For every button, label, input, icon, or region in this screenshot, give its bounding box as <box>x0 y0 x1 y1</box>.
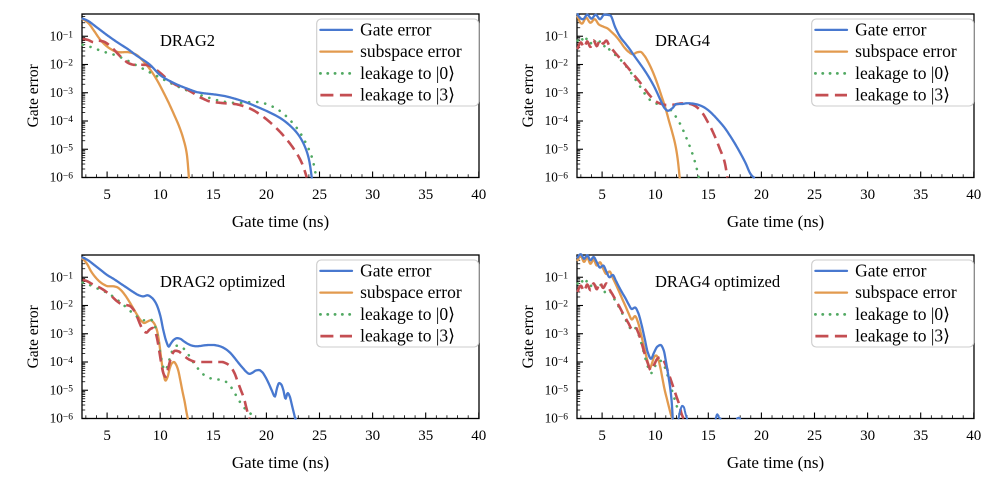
svg-text:10−1: 10−1 <box>545 28 569 43</box>
svg-text:DRAG4 optimized: DRAG4 optimized <box>655 272 781 291</box>
svg-text:DRAG4: DRAG4 <box>655 31 710 50</box>
svg-text:10−4: 10−4 <box>50 354 74 369</box>
svg-text:10−3: 10−3 <box>545 85 569 100</box>
svg-text:10−3: 10−3 <box>545 326 569 341</box>
svg-text:subspace error: subspace error <box>360 41 462 61</box>
svg-text:10−3: 10−3 <box>50 326 74 341</box>
svg-text:subspace error: subspace error <box>855 282 957 302</box>
svg-text:leakage to |0⟩: leakage to |0⟩ <box>360 304 455 324</box>
svg-text:10−4: 10−4 <box>545 354 569 369</box>
svg-text:25: 25 <box>807 428 822 444</box>
svg-text:25: 25 <box>312 187 327 203</box>
svg-text:Gate error: Gate error <box>855 19 927 39</box>
svg-text:Gate time (ns): Gate time (ns) <box>727 453 824 472</box>
svg-text:20: 20 <box>754 187 769 203</box>
svg-text:Gate time (ns): Gate time (ns) <box>232 212 329 231</box>
svg-text:Gate error: Gate error <box>25 63 42 127</box>
svg-text:30: 30 <box>860 428 875 444</box>
svg-text:35: 35 <box>418 187 433 203</box>
svg-text:10−1: 10−1 <box>50 28 74 43</box>
svg-text:10−6: 10−6 <box>50 411 74 426</box>
svg-text:40: 40 <box>472 187 487 203</box>
svg-text:5: 5 <box>104 187 112 203</box>
svg-text:leakage to |0⟩: leakage to |0⟩ <box>855 304 950 324</box>
svg-text:10: 10 <box>153 428 168 444</box>
svg-text:25: 25 <box>312 428 327 444</box>
svg-text:40: 40 <box>966 187 981 203</box>
svg-text:30: 30 <box>365 428 380 444</box>
svg-text:15: 15 <box>206 187 221 203</box>
svg-text:10−5: 10−5 <box>50 382 74 397</box>
svg-text:5: 5 <box>598 428 606 444</box>
svg-text:10−2: 10−2 <box>50 298 74 313</box>
svg-text:35: 35 <box>418 428 433 444</box>
svg-text:DRAG2 optimized: DRAG2 optimized <box>160 272 286 291</box>
svg-text:35: 35 <box>913 187 928 203</box>
svg-text:leakage to |3⟩: leakage to |3⟩ <box>360 326 455 346</box>
svg-text:10: 10 <box>153 187 168 203</box>
svg-text:15: 15 <box>206 428 221 444</box>
svg-text:10−6: 10−6 <box>545 411 569 426</box>
svg-text:10−2: 10−2 <box>545 298 569 313</box>
svg-text:Gate time (ns): Gate time (ns) <box>727 212 824 231</box>
svg-text:10: 10 <box>648 187 663 203</box>
svg-text:20: 20 <box>259 428 274 444</box>
svg-text:DRAG2: DRAG2 <box>160 31 215 50</box>
svg-text:40: 40 <box>966 428 981 444</box>
svg-text:30: 30 <box>860 187 875 203</box>
svg-text:40: 40 <box>472 428 487 444</box>
svg-text:10−6: 10−6 <box>545 170 569 185</box>
svg-text:10−5: 10−5 <box>545 141 569 156</box>
svg-text:10: 10 <box>648 428 663 444</box>
svg-text:Gate error: Gate error <box>520 63 537 127</box>
svg-text:25: 25 <box>807 187 822 203</box>
svg-text:leakage to |0⟩: leakage to |0⟩ <box>855 63 950 83</box>
svg-text:10−3: 10−3 <box>50 85 74 100</box>
svg-text:Gate error: Gate error <box>520 304 537 368</box>
svg-text:10−2: 10−2 <box>545 57 569 72</box>
svg-text:5: 5 <box>598 187 606 203</box>
svg-text:35: 35 <box>913 428 928 444</box>
svg-text:leakage to |3⟩: leakage to |3⟩ <box>855 85 950 105</box>
svg-text:leakage to |3⟩: leakage to |3⟩ <box>855 326 950 346</box>
svg-text:10−2: 10−2 <box>50 57 74 72</box>
svg-text:10−6: 10−6 <box>50 170 74 185</box>
svg-text:10−5: 10−5 <box>50 141 74 156</box>
svg-text:leakage to |0⟩: leakage to |0⟩ <box>360 63 455 83</box>
svg-text:20: 20 <box>754 428 769 444</box>
svg-text:15: 15 <box>701 187 716 203</box>
svg-text:Gate error: Gate error <box>855 260 927 280</box>
svg-text:subspace error: subspace error <box>855 41 957 61</box>
svg-text:10−5: 10−5 <box>545 382 569 397</box>
svg-text:Gate error: Gate error <box>360 19 432 39</box>
svg-text:10−4: 10−4 <box>50 113 74 128</box>
svg-text:Gate error: Gate error <box>25 304 42 368</box>
svg-text:10−4: 10−4 <box>545 113 569 128</box>
svg-text:leakage to |3⟩: leakage to |3⟩ <box>360 85 455 105</box>
svg-text:15: 15 <box>701 428 716 444</box>
svg-text:5: 5 <box>104 428 112 444</box>
svg-text:Gate error: Gate error <box>360 260 432 280</box>
svg-text:20: 20 <box>259 187 274 203</box>
svg-text:subspace error: subspace error <box>360 282 462 302</box>
svg-text:30: 30 <box>365 187 380 203</box>
svg-text:10−1: 10−1 <box>50 269 74 284</box>
svg-text:Gate time (ns): Gate time (ns) <box>232 453 329 472</box>
svg-text:10−1: 10−1 <box>545 269 569 284</box>
